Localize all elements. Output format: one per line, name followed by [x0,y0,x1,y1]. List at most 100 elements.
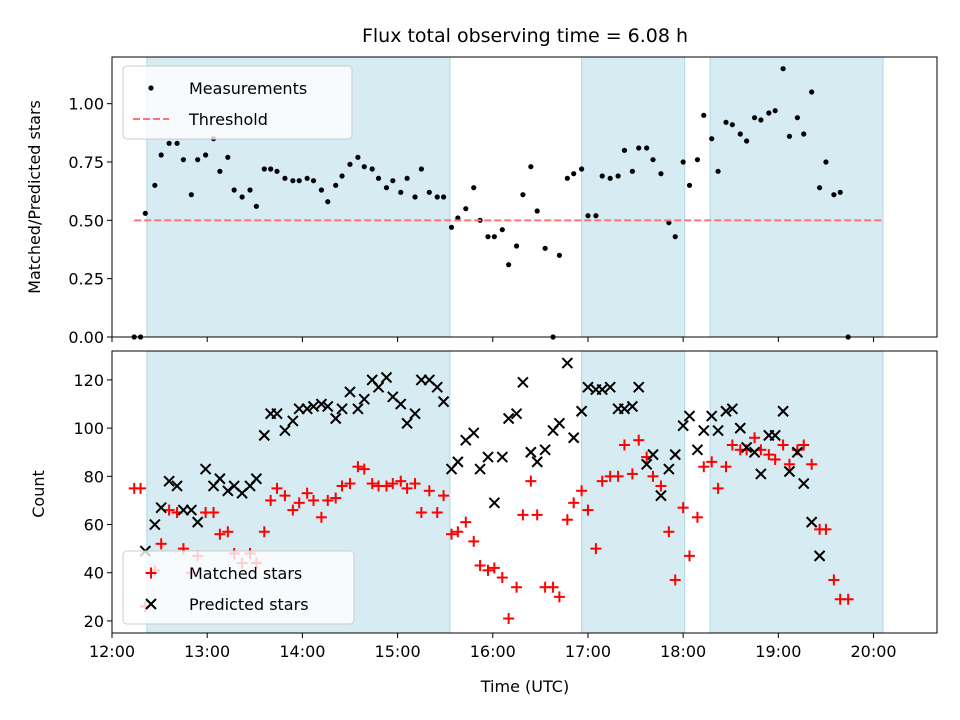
data-point [446,528,458,540]
data-point [531,456,543,468]
data-point [344,478,356,490]
marker-stroke [633,381,645,393]
data-point [307,400,320,413]
data-point [626,468,638,480]
data-point [726,439,738,451]
marker-stroke [271,407,283,420]
data-point [387,478,399,490]
marker-stroke [482,451,494,463]
marker-stroke [596,383,608,396]
data-point [737,131,743,137]
series-0 [131,66,851,340]
marker-stroke [315,398,328,410]
data-point [553,417,566,430]
data-point [684,550,695,562]
data-point [615,173,621,179]
data-point [794,115,800,121]
data-point [582,381,594,393]
data-point [460,516,472,528]
data-point [247,187,253,193]
marker-stroke [258,429,271,442]
data-point [217,168,223,174]
y-tick-label: 0.00 [68,328,104,347]
data-point [691,511,703,523]
marker-stroke [698,424,710,437]
data-point [528,164,534,170]
data-point [383,185,390,191]
y-tick-label: 60 [84,516,104,535]
data-point [561,357,574,369]
data-point [706,410,718,422]
data-point [769,453,781,465]
observing-interval-1 [581,350,686,634]
marker-stroke [783,465,796,478]
data-point [431,506,443,518]
data-point [723,119,729,125]
data-point [304,175,310,181]
series-1 [139,357,826,562]
data-point [712,424,724,437]
data-point [663,463,675,475]
data-point [517,509,529,521]
data-point [488,497,501,509]
data-point [431,381,443,393]
data-point [166,140,172,146]
data-point [806,458,818,470]
data-point [463,206,469,212]
data-point [647,448,659,461]
data-point [361,164,367,170]
data-point [214,473,226,485]
data-point [539,444,551,456]
data-point [813,550,826,562]
marker-stroke [395,398,407,410]
data-point [496,451,508,463]
data-point [380,371,393,384]
data-point [567,432,580,444]
marker-stroke [813,550,826,562]
data-point [366,478,378,490]
marker-stroke [510,407,523,420]
data-point [301,487,313,499]
data-point [748,446,761,458]
data-point [279,424,291,437]
observing-interval-2 [709,56,884,338]
x-axis-label: Time (UTC) [480,677,569,696]
marker-stroke [539,444,551,456]
legend-box [122,65,353,140]
marker-stroke [777,405,789,417]
data-point [502,412,515,425]
x-tick-label: 16:00 [470,642,516,661]
data-point [511,581,523,593]
data-point [568,497,580,509]
data-point [525,475,537,487]
data-point [329,412,342,425]
marker-stroke [228,480,240,492]
data-point [599,173,605,179]
legend-label: Measurements [189,79,307,98]
marker-stroke [409,407,421,420]
data-point [474,560,486,572]
data-point [208,506,220,518]
observing-interval-1 [581,56,686,338]
data-point [828,574,840,586]
data-point [582,504,594,516]
data-point [633,381,645,393]
data-point [395,398,407,410]
data-point [720,461,732,473]
data-point [325,199,331,205]
data-point [740,441,753,454]
data-point [271,407,283,420]
x-tick-label: 13:00 [184,642,230,661]
data-point [798,439,810,451]
marker-stroke [647,448,659,461]
x-tick-label: 14:00 [279,642,325,661]
data-point [336,403,348,415]
data-point [772,108,778,114]
marker-stroke [401,417,413,430]
marker-stroke [380,371,393,384]
data-point [701,112,707,118]
data-point [680,159,686,165]
data-point [593,213,599,219]
data-point [503,613,515,625]
y-tick-label: 20 [84,612,104,631]
